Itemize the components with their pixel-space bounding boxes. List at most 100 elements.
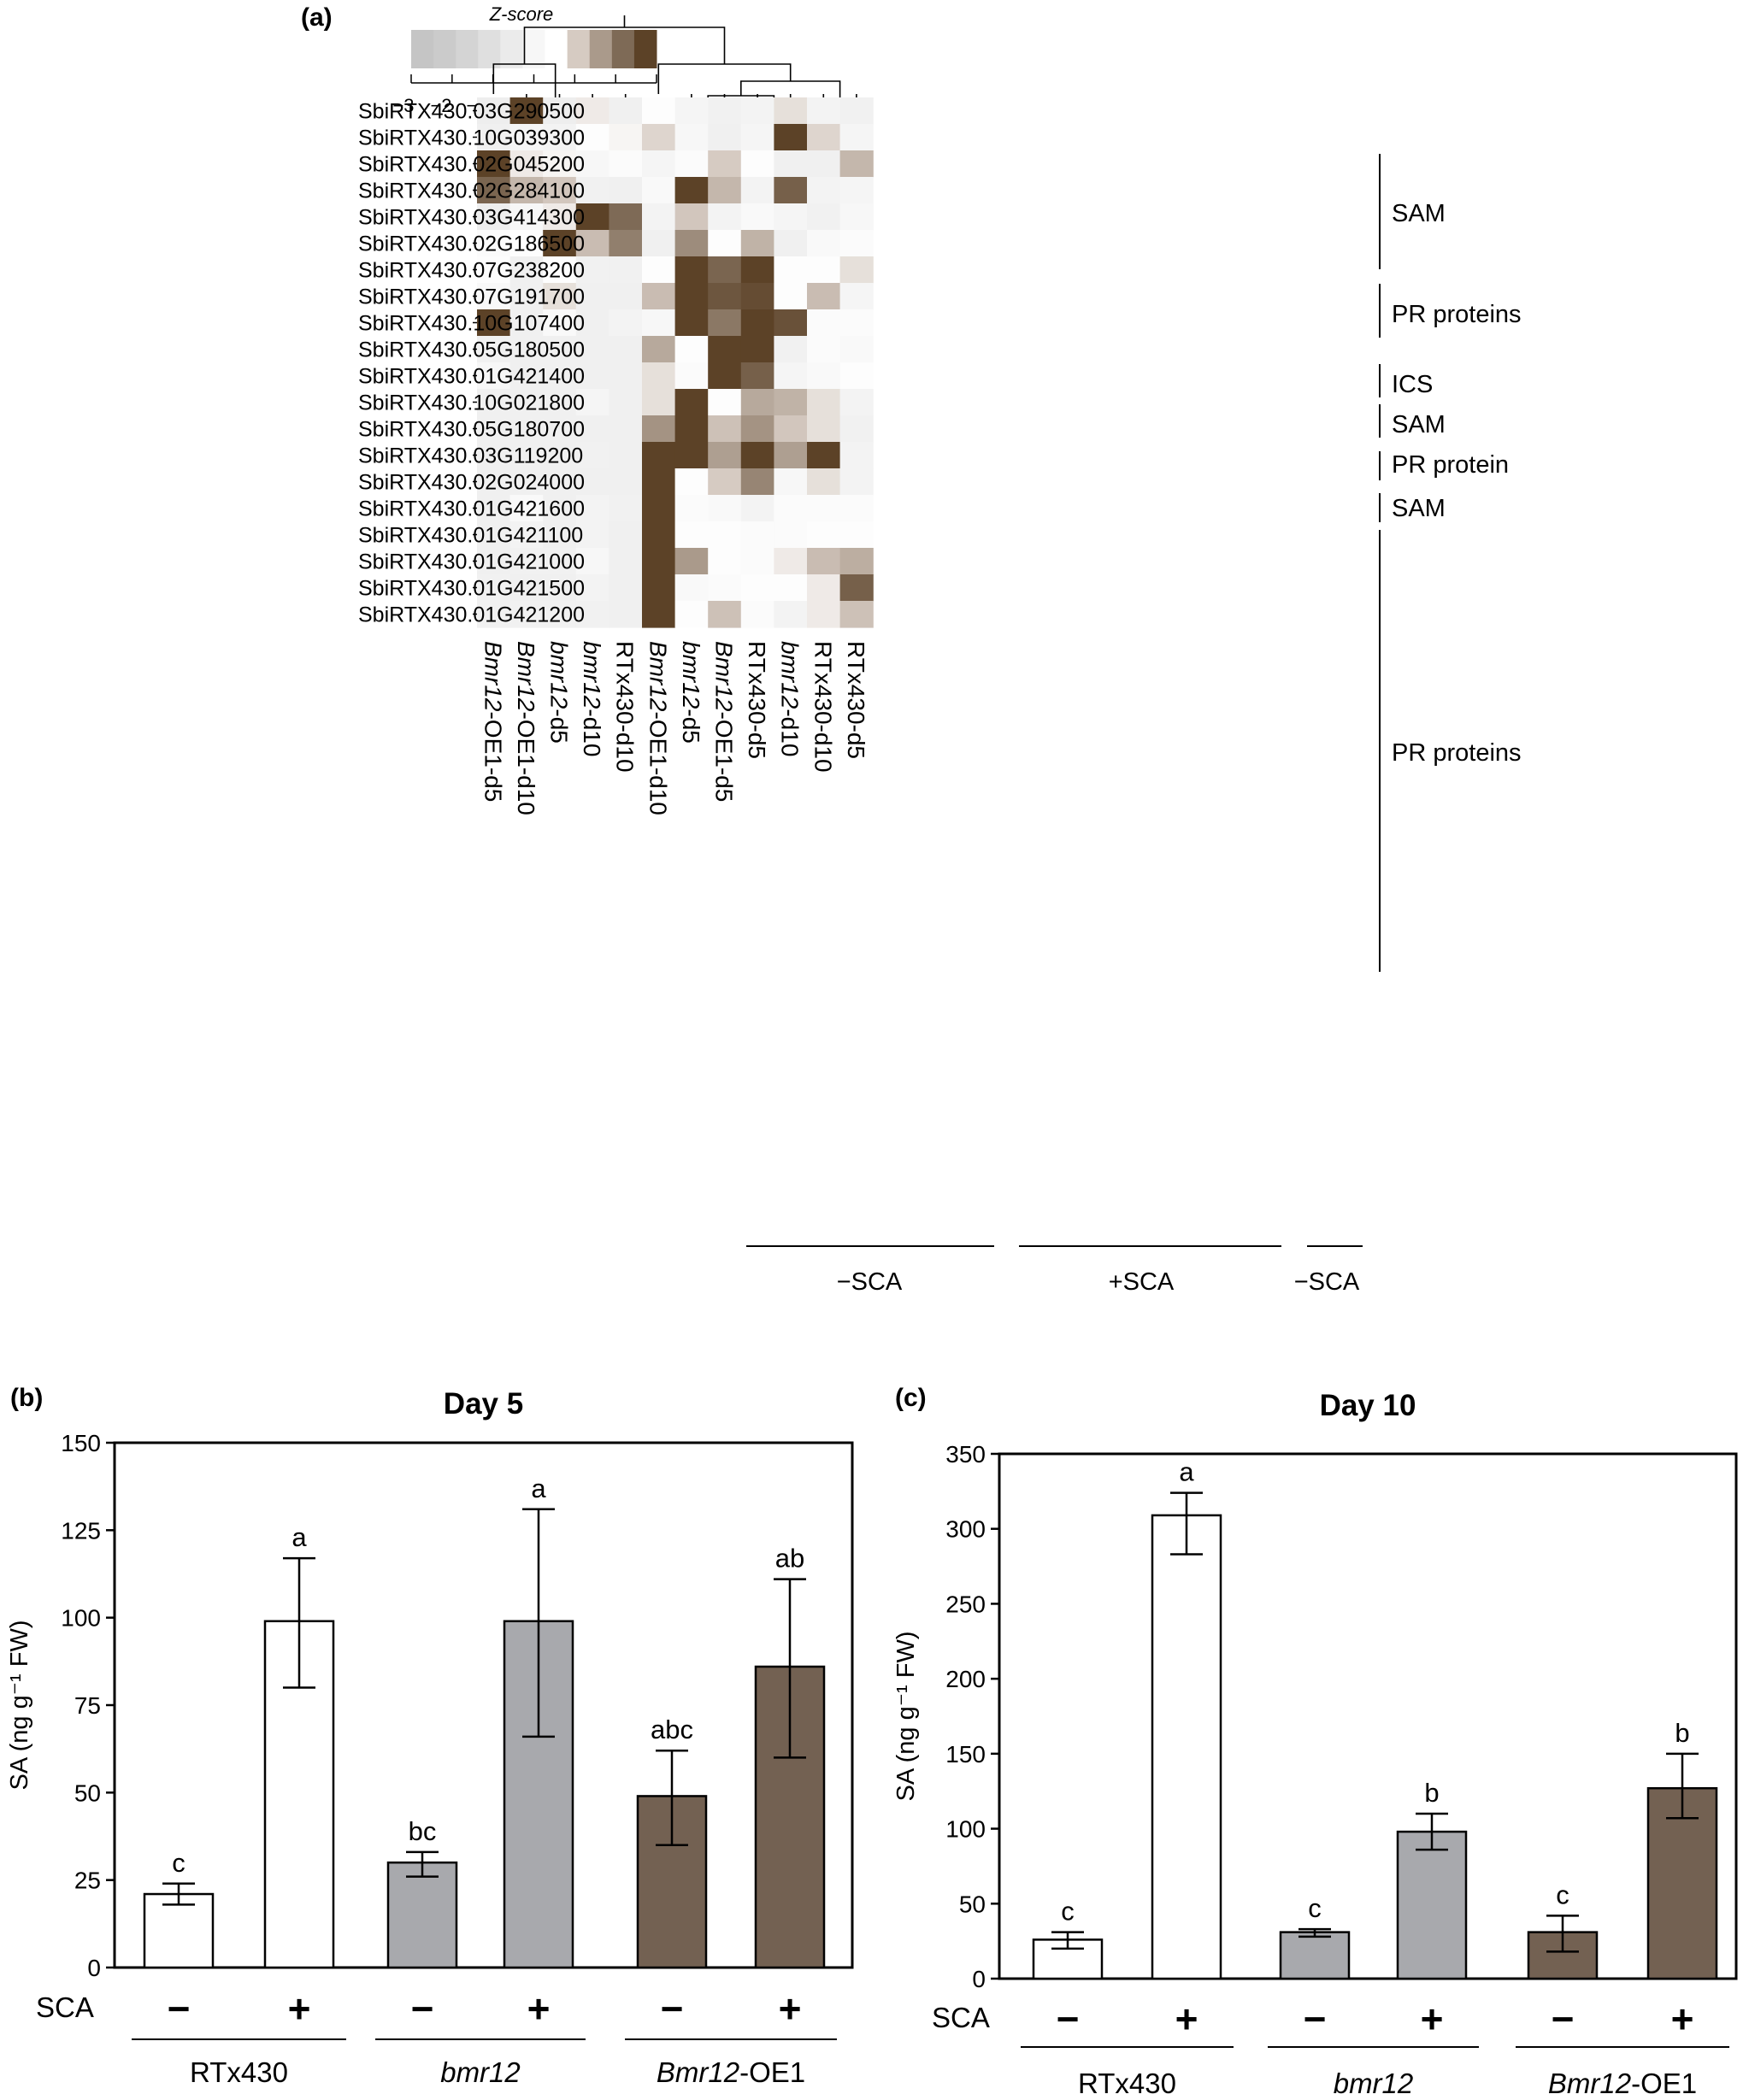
genotype-label: Bmr12-OE1 — [657, 2056, 805, 2088]
heatmap-cell — [609, 362, 643, 390]
heatmap-cell — [575, 415, 610, 443]
sca-sign: + — [288, 1986, 311, 2031]
heatmap-cell — [477, 468, 511, 496]
colorbar-swatch — [567, 30, 591, 68]
bar — [636, 1795, 708, 1969]
heatmap-cell — [509, 362, 544, 390]
heatmap-grid — [477, 97, 874, 628]
heatmap-cell — [609, 283, 643, 310]
heatmap-cell — [543, 177, 577, 204]
label-plain-part: -OE1 — [1631, 2068, 1697, 2099]
heatmap-cell — [774, 97, 808, 125]
bar — [386, 1861, 458, 1969]
heatmap-cell — [543, 230, 577, 257]
heatmap-cell — [674, 548, 709, 575]
treatment-group-labels: −SCA +SCA −SCA — [746, 1245, 1363, 1296]
bar — [143, 1892, 215, 1969]
heatmap-cell — [807, 548, 841, 575]
heatmap-cell — [807, 574, 841, 602]
significance-letter: c — [1556, 1879, 1569, 1909]
gene-label: SbiRTX430.07G191700 — [358, 285, 585, 309]
heatmap-cell — [839, 203, 874, 231]
heatmap-cell — [807, 442, 841, 469]
heatmap-cell — [642, 203, 676, 231]
heatmap-cell — [740, 97, 774, 125]
heatmap-cell — [609, 495, 643, 522]
significance-letter: c — [1061, 1897, 1075, 1926]
heatmap-cell — [807, 521, 841, 549]
heatmap-cell — [807, 415, 841, 443]
heatmap-cell — [740, 415, 774, 443]
heatmap-cell — [740, 230, 774, 257]
colorbar-swatch — [433, 30, 456, 68]
label-italic-part: bmr12 — [678, 641, 704, 709]
heatmap-cell — [642, 415, 676, 443]
heatmap-cell — [509, 495, 544, 522]
heatmap-cell — [477, 283, 511, 310]
heatmap-cell — [708, 150, 742, 178]
heatmap-cell — [642, 389, 676, 416]
heatmap-cell — [609, 256, 643, 284]
genotype-label: RTx430 — [190, 2056, 288, 2088]
y-tick-label: 100 — [945, 1816, 986, 1843]
heatmap-cell — [807, 336, 841, 363]
heatmap-cell — [575, 150, 610, 178]
heatmap-cell — [708, 601, 742, 628]
heatmap-cell — [642, 468, 676, 496]
heatmap-cell — [543, 415, 577, 443]
plot-frame — [113, 1441, 854, 1969]
heatmap-cell — [509, 203, 544, 231]
day5-bar-chart: (b) Day 5 0 25 50 75 100 125 150 SA (ng g⁻¹ FW) c a… — [6, 1384, 854, 2088]
label-plain-part: -d10 — [579, 709, 605, 756]
heatmap-cell — [575, 362, 610, 390]
heatmap-cell — [477, 230, 511, 257]
heatmap-cell — [477, 124, 511, 151]
heatmap-cell — [774, 495, 808, 522]
day10-bar-chart: (c) Day 10 0 50 100 150 200 250 300 350 SA (ng g⁻¹… — [892, 1384, 1738, 2099]
heatmap-cell — [543, 256, 577, 284]
label-plain-part: RTx430-d5 — [843, 641, 869, 759]
column-label: Bmr12-OE1-d5 — [480, 641, 506, 802]
heatmap-cell — [543, 283, 577, 310]
heatmap-cell — [477, 442, 511, 469]
heatmap-cell — [575, 97, 610, 125]
significance-letter: ab — [775, 1544, 804, 1574]
heatmap-cell — [642, 256, 676, 284]
heatmap-cell — [839, 495, 874, 522]
heatmap-cell — [708, 230, 742, 257]
annotation-label: ICS — [1392, 371, 1433, 398]
heatmap-cell — [477, 389, 511, 416]
y-tick-label: 75 — [74, 1692, 101, 1719]
heatmap-cell — [575, 495, 610, 522]
heatmap-cell — [509, 389, 544, 416]
chart-title: Day 10 — [1320, 1389, 1416, 1422]
heatmap-cell — [839, 124, 874, 151]
heatmap-cell — [575, 283, 610, 310]
heatmap-cell — [509, 442, 544, 469]
heatmap-cell — [674, 442, 709, 469]
heatmap-cell — [674, 150, 709, 178]
heatmap-cell — [477, 521, 511, 549]
heatmap-cell — [708, 97, 742, 125]
heatmap-cell — [543, 521, 577, 549]
significance-letter: b — [1424, 1778, 1439, 1808]
significance-letter: c — [172, 1848, 186, 1878]
column-label: bmr12-d5 — [546, 641, 573, 744]
heatmap-cell — [807, 601, 841, 628]
heatmap-cell — [642, 548, 676, 575]
heatmap-cell — [674, 97, 709, 125]
column-labels: Bmr12-OE1-d5Bmr12-OE1-d10bmr12-d5bmr12-d… — [480, 641, 869, 815]
sca-label: SCA — [932, 2002, 990, 2033]
heatmap-cell — [642, 177, 676, 204]
heatmap-cell — [774, 256, 808, 284]
heatmap-cell — [609, 468, 643, 496]
colorbar-swatch — [478, 30, 501, 68]
heatmap-cell — [708, 362, 742, 390]
heatmap-cell — [642, 309, 676, 337]
heatmap-cell — [509, 601, 544, 628]
heatmap-cell — [708, 177, 742, 204]
zscore-colorbar: Z-score −3−2−10123 — [392, 3, 657, 116]
significance-letter: bc — [409, 1816, 437, 1846]
y-tick-label: 0 — [972, 1966, 986, 1992]
chart-title: Day 5 — [444, 1387, 523, 1421]
